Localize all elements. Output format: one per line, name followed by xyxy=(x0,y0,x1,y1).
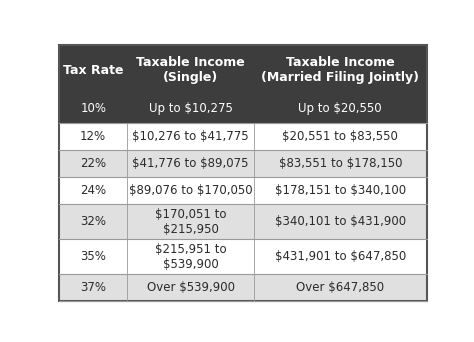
Text: 12%: 12% xyxy=(80,130,106,143)
Bar xyxy=(127,150,254,177)
Bar xyxy=(254,150,427,177)
Text: Taxable Income
(Married Filing Jointly): Taxable Income (Married Filing Jointly) xyxy=(261,56,419,84)
Bar xyxy=(254,274,427,301)
Bar xyxy=(127,177,254,204)
Bar xyxy=(254,177,427,204)
Text: $340,101 to $431,900: $340,101 to $431,900 xyxy=(275,215,406,228)
Text: $41,776 to $89,075: $41,776 to $89,075 xyxy=(132,157,249,170)
Bar xyxy=(127,239,254,274)
Text: Taxable Income
(Single): Taxable Income (Single) xyxy=(136,56,245,84)
Text: Over $647,850: Over $647,850 xyxy=(296,281,384,294)
Text: Up to $20,550: Up to $20,550 xyxy=(299,102,382,115)
Bar xyxy=(127,204,254,239)
Bar xyxy=(127,95,254,123)
Text: $20,551 to $83,550: $20,551 to $83,550 xyxy=(283,130,398,143)
Text: $10,276 to $41,775: $10,276 to $41,775 xyxy=(132,130,249,143)
Text: 37%: 37% xyxy=(80,281,106,294)
Bar xyxy=(59,95,127,123)
Bar xyxy=(59,239,127,274)
Text: Tax Rate: Tax Rate xyxy=(63,64,124,77)
Text: 10%: 10% xyxy=(80,102,106,115)
Text: 35%: 35% xyxy=(80,250,106,263)
Bar xyxy=(127,45,254,95)
Text: 22%: 22% xyxy=(80,157,106,170)
Bar xyxy=(127,123,254,150)
Bar xyxy=(59,123,127,150)
Bar xyxy=(254,204,427,239)
Bar xyxy=(254,123,427,150)
Bar xyxy=(254,239,427,274)
Bar xyxy=(59,45,127,95)
Bar xyxy=(59,150,127,177)
Bar xyxy=(59,177,127,204)
Bar xyxy=(127,274,254,301)
Text: 24%: 24% xyxy=(80,184,106,197)
Text: $431,901 to $647,850: $431,901 to $647,850 xyxy=(274,250,406,263)
Text: $170,051 to
$215,950: $170,051 to $215,950 xyxy=(155,208,226,236)
Bar xyxy=(59,274,127,301)
Bar xyxy=(254,45,427,95)
Text: $215,951 to
$539,900: $215,951 to $539,900 xyxy=(155,242,227,271)
Text: $83,551 to $178,150: $83,551 to $178,150 xyxy=(279,157,402,170)
Text: $178,151 to $340,100: $178,151 to $340,100 xyxy=(275,184,406,197)
Text: 32%: 32% xyxy=(80,215,106,228)
Bar xyxy=(59,204,127,239)
Text: Over $539,900: Over $539,900 xyxy=(146,281,235,294)
Text: Up to $10,275: Up to $10,275 xyxy=(149,102,233,115)
Bar xyxy=(254,95,427,123)
Text: $89,076 to $170,050: $89,076 to $170,050 xyxy=(129,184,252,197)
